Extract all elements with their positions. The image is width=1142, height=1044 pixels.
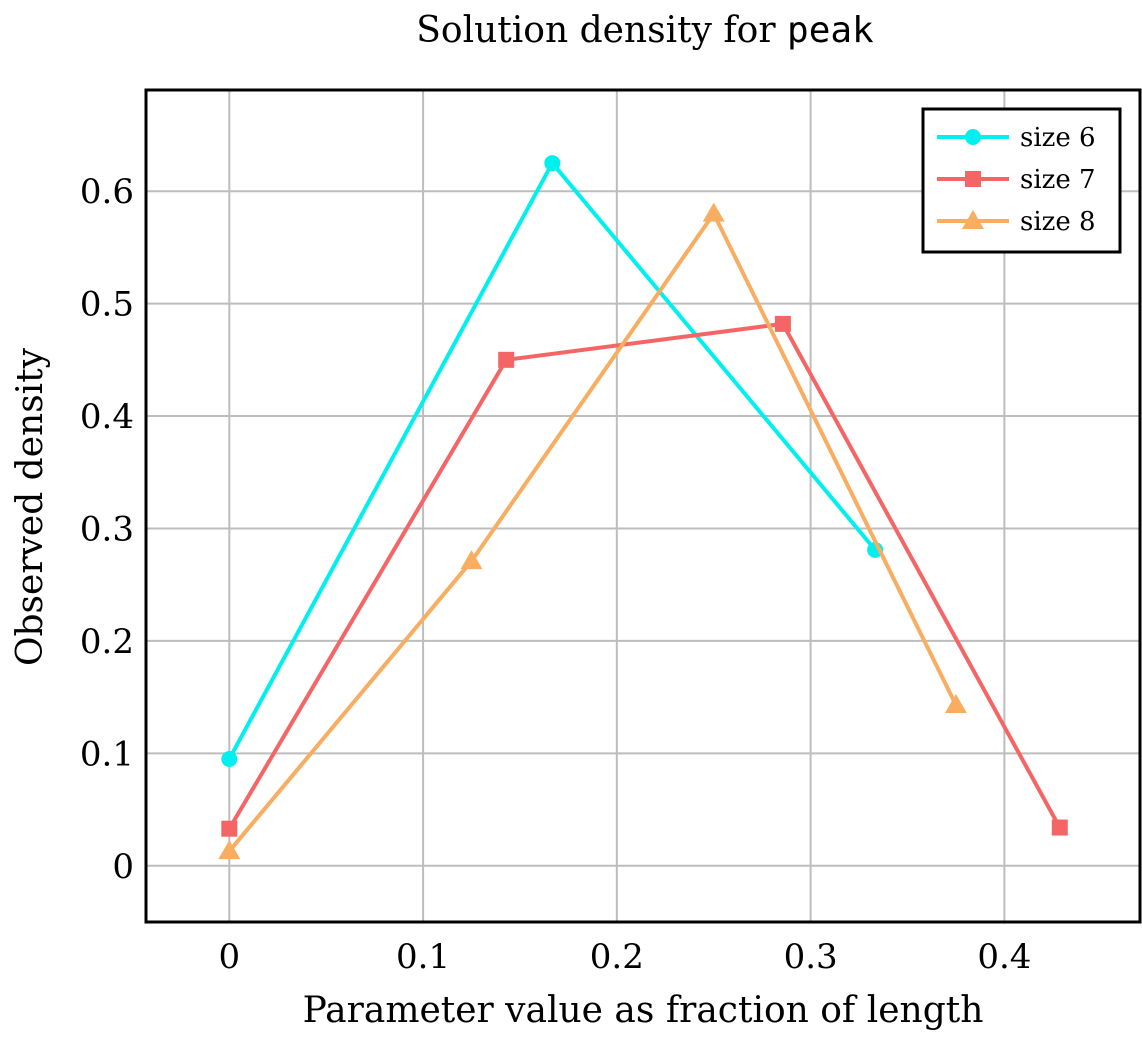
series-3: [218, 202, 967, 860]
y-tick-label: 0: [112, 847, 134, 887]
series-line: [227, 161, 877, 760]
legend-label: size 8: [1020, 207, 1096, 237]
legend-marker: [965, 129, 981, 145]
y-tick-label: 0.2: [80, 622, 134, 662]
y-tick-label: 0.1: [80, 734, 134, 774]
chart-title-code: peak: [787, 10, 874, 51]
chart-title-text: Solution density for: [416, 10, 776, 51]
y-axis-label: Observed density: [10, 347, 51, 666]
x-tick-label: 0.3: [784, 937, 838, 977]
x-tick-labels: 0 0.1 0.2 0.3 0.4: [218, 937, 1031, 977]
x-tick-label: 0: [218, 937, 240, 977]
x-tick-label: 0.1: [396, 937, 450, 977]
y-tick-labels: 0 0.1 0.2 0.3 0.4 0.5 0.6: [80, 172, 134, 887]
series-line: [227, 211, 958, 853]
x-tick-label: 0.4: [977, 937, 1031, 977]
data-point: [702, 202, 725, 222]
data-point: [1051, 819, 1068, 836]
legend-item: size 8: [937, 207, 1096, 237]
x-tick-label: 0.2: [590, 937, 644, 977]
legend-item: size 6: [937, 123, 1096, 153]
data-point: [544, 155, 561, 172]
y-tick-label: 0.3: [80, 509, 134, 549]
chart-title: Solution density for peak: [416, 10, 874, 51]
series-layer: [218, 155, 1068, 860]
plot-frame: [144, 88, 1142, 924]
data-point: [944, 694, 967, 714]
x-axis-label: Parameter value as fraction of length: [303, 990, 984, 1031]
legend-label: size 7: [1020, 165, 1096, 195]
series-line: [227, 321, 1062, 830]
legend-item: size 7: [937, 165, 1096, 195]
legend: size 6 size 7 size 8: [921, 107, 1122, 254]
y-tick-label: 0.4: [80, 397, 134, 437]
data-point: [460, 550, 483, 570]
series-1: [221, 155, 884, 767]
legend-label: size 6: [1020, 123, 1096, 153]
series-2: [221, 315, 1068, 837]
y-tick-label: 0.6: [80, 172, 134, 212]
data-point: [498, 351, 515, 368]
data-point: [221, 750, 238, 767]
data-point: [218, 840, 241, 860]
legend-marker: [965, 171, 981, 187]
y-tick-label: 0.5: [80, 285, 134, 325]
legend-marker: [962, 210, 984, 229]
data-point: [774, 315, 791, 332]
data-point: [221, 820, 238, 837]
